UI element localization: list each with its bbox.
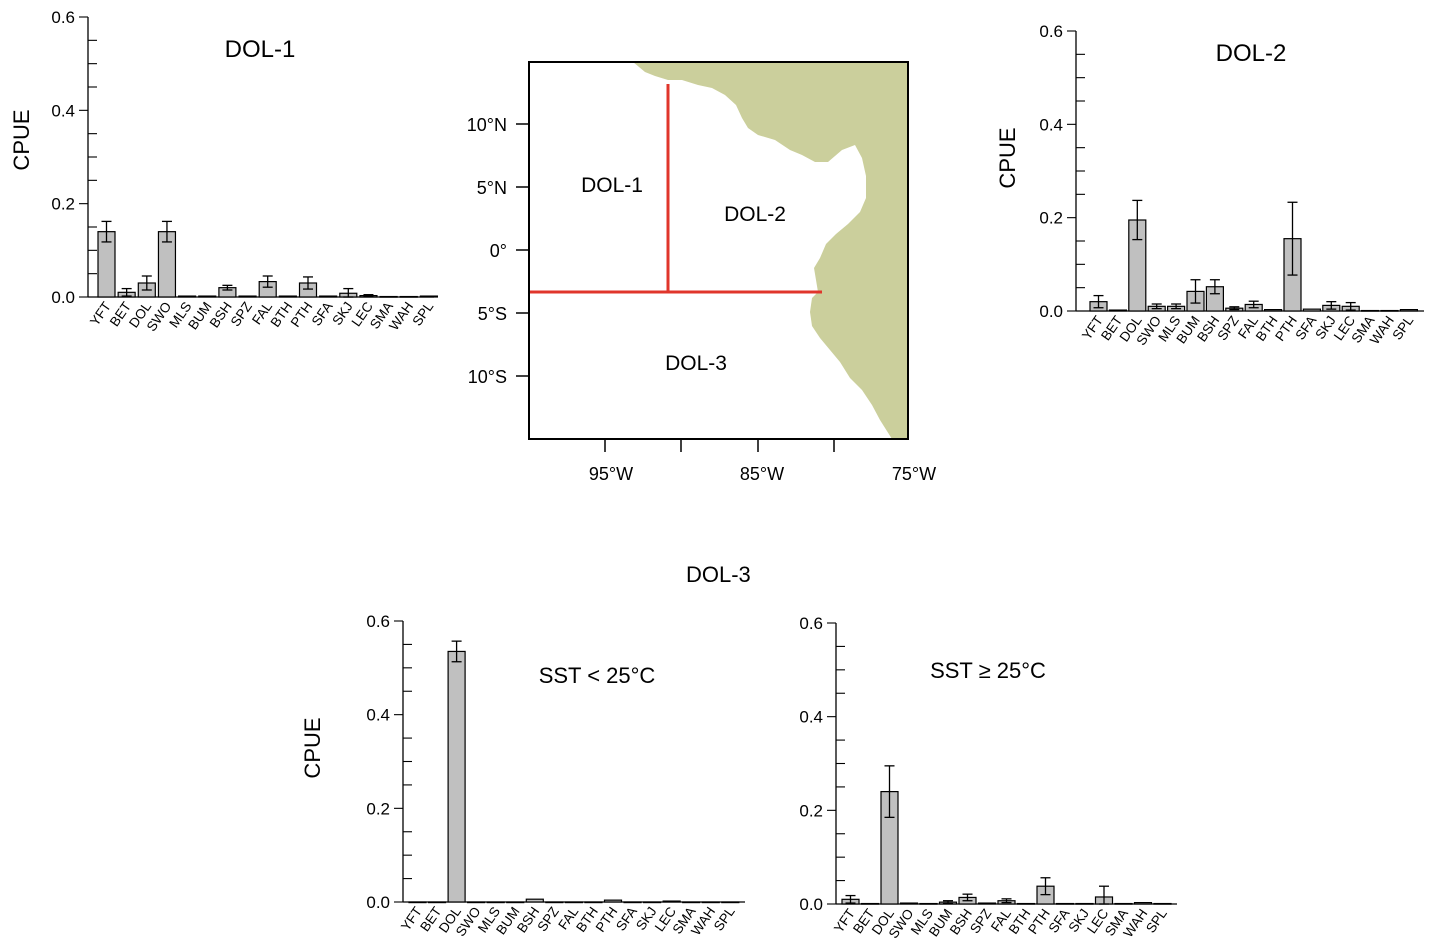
bar-sfa [319,295,338,298]
bar-sma [682,901,701,904]
y-tick-label: 0.2 [366,799,390,818]
y-tick-label: 0.2 [51,195,75,214]
category-label-spz: SPZ [228,299,255,329]
y-tick-label: 0.0 [366,893,390,912]
y-tick-label: 0.6 [1039,22,1063,41]
lon-label-95-w: 95°W [589,464,633,484]
bar-chart-2: 0.00.20.40.6YFTBETDOLSWOMLSBUMBSHSPZFALB… [995,22,1424,348]
bar-sma [1114,902,1133,905]
lat-label-0: 0° [490,241,507,261]
chart-annotation: SST ≥ 25°C [930,658,1046,683]
region-map: 10°N 5°N 0° 5°S 10°S 95°W 85°W 75°W DOL-1 DOL-2 DO… [467,61,936,484]
bar-chart-4: 0.00.20.40.6YFTBETDOLSWOMLSBUMBSHSPZFALB… [799,614,1177,941]
bar-bth [1016,902,1036,905]
y-tick-label: 0.4 [1039,115,1063,134]
bar-spz [545,901,564,904]
y-tick-label: 0.4 [51,101,75,120]
lat-label-5-n: 5°N [477,178,507,198]
chart-title: DOL-2 [1216,40,1287,67]
y-tick-label: 0.2 [1039,209,1063,228]
bar-skj [642,901,662,904]
bar-swo [899,902,919,905]
region-label-dol-1: DOL-1 [581,174,643,197]
land-mass [633,62,908,439]
category-label-sfa: SFA [309,299,336,329]
bar-mls [919,902,938,905]
region-label-dol-2: DOL-2 [724,203,786,226]
y-axis-title: CPUE [9,109,34,170]
y-tick-label: 0.0 [51,288,75,307]
y-tick-label: 0.6 [366,612,390,631]
bar-bum [506,901,525,904]
y-tick-label: 0.4 [799,708,823,727]
bar-wah [701,901,720,904]
y-tick-label: 0.4 [366,706,390,725]
bar-bth [1263,309,1283,312]
y-axis-title: CPUE [300,717,325,778]
bar-bth [278,295,297,298]
region-label-dol-3: DOL-3 [665,352,727,375]
lon-label-75-w: 75°W [892,464,936,484]
bar-wah [399,295,418,298]
category-label-yft: YFT [87,299,114,328]
bar-spl [1399,309,1419,312]
bar-bum [198,295,217,298]
bar-mls [486,901,505,904]
bar-spz [238,295,257,298]
y-tick-label: 0.0 [1039,302,1063,321]
bar-bet [1108,309,1128,312]
category-label-spl: SPL [1143,906,1170,936]
bar-wah [1380,309,1399,312]
y-tick-label: 0.6 [51,8,75,27]
bar-mls [178,295,197,298]
category-label-spl: SPL [1389,313,1416,343]
bar-spl [721,901,740,904]
bar-wah [1133,901,1153,905]
y-axis-title: CPUE [995,127,1020,188]
bar-skj [1075,902,1094,905]
lat-label-5-s: 5°S [478,304,507,324]
bar-sma [379,295,398,298]
bar-pth [603,899,623,903]
bar-swo [467,901,486,904]
bar-spz [977,902,997,905]
bar-bth [584,901,603,904]
bar-chart-1: 0.00.20.40.6YFTBETDOLSWOMLSBUMBSHSPZFALB… [9,8,438,334]
y-tick-label: 0.0 [799,895,823,914]
category-label-spl: SPL [409,299,436,329]
bar-lec [662,900,681,903]
category-label-bth: BTH [268,299,296,330]
y-tick-label: 0.6 [799,614,823,633]
y-tick-label: 0.2 [799,801,823,820]
bar-bet [427,901,447,904]
bar-dol [447,650,466,903]
bar-sfa [1302,308,1322,312]
lon-label-85-w: 85°W [740,464,784,484]
bar-sfa [1055,902,1075,905]
dol-3-group-heading: DOL-3 [686,562,751,587]
bar-spl [419,295,438,298]
bar-bet [860,902,880,905]
lat-label-10-n: 10°N [467,115,507,135]
chart-title: DOL-1 [225,36,296,63]
bar-spl [1153,902,1172,905]
lat-label-10-s: 10°S [468,367,507,387]
bar-yft [408,901,427,904]
category-label-pth: PTH [288,299,316,330]
bar-sfa [623,901,642,904]
bar-fal [564,901,584,904]
bar-sma [1360,309,1380,312]
bar-bsh [525,898,544,903]
chart-annotation: SST < 25°C [539,663,656,688]
category-label-spl: SPL [711,904,738,934]
bar-chart-3: 0.00.20.40.6YFTBETDOLSWOMLSBUMBSHSPZFALB… [300,612,745,939]
